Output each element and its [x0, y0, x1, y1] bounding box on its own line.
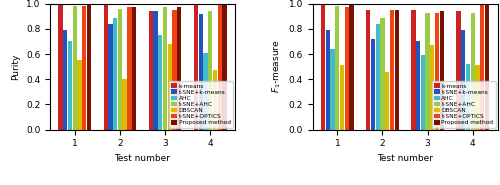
- Bar: [218, 4, 222, 129]
- Y-axis label: $F_1$-measure: $F_1$-measure: [270, 40, 283, 93]
- Bar: [376, 24, 380, 130]
- Bar: [63, 30, 68, 130]
- Bar: [68, 41, 72, 130]
- Bar: [108, 24, 112, 130]
- Bar: [72, 6, 77, 129]
- Bar: [366, 10, 370, 129]
- Bar: [435, 13, 439, 130]
- Bar: [340, 65, 344, 130]
- Bar: [194, 4, 198, 129]
- Bar: [78, 60, 82, 130]
- Bar: [213, 70, 217, 130]
- Y-axis label: Purity: Purity: [12, 53, 20, 80]
- Bar: [58, 4, 62, 129]
- Bar: [154, 11, 158, 130]
- Bar: [480, 4, 484, 129]
- Bar: [113, 18, 117, 130]
- Bar: [470, 13, 475, 130]
- Bar: [204, 53, 208, 130]
- Bar: [466, 64, 470, 130]
- Bar: [168, 44, 172, 130]
- Bar: [461, 30, 466, 130]
- Bar: [172, 10, 176, 129]
- Bar: [330, 49, 334, 130]
- Bar: [321, 4, 326, 129]
- Bar: [132, 7, 136, 129]
- Bar: [416, 41, 420, 130]
- Bar: [394, 10, 399, 129]
- Bar: [380, 18, 384, 130]
- Bar: [456, 11, 460, 130]
- Bar: [198, 14, 203, 130]
- Bar: [118, 9, 122, 129]
- Bar: [430, 45, 434, 130]
- Bar: [122, 79, 127, 130]
- Bar: [485, 4, 489, 129]
- Bar: [87, 5, 91, 129]
- Bar: [127, 7, 132, 129]
- Bar: [177, 7, 182, 129]
- Bar: [426, 13, 430, 130]
- Legend: k-means, t-SNE+k-means, AHC, t-SNE+AHC, DBSCAN, t-SNE+OPTICS, Proposed method: k-means, t-SNE+k-means, AHC, t-SNE+AHC, …: [432, 81, 496, 128]
- Bar: [326, 30, 330, 130]
- X-axis label: Test number: Test number: [377, 154, 433, 163]
- Bar: [350, 5, 354, 129]
- Legend: k-means, t-SNE+k-means, AHC, t-SNE+AHC, DBSCAN, t-SNE+OPTICS, Proposed method: k-means, t-SNE+k-means, AHC, t-SNE+AHC, …: [169, 81, 233, 128]
- Bar: [476, 65, 480, 130]
- Bar: [82, 6, 86, 129]
- Bar: [390, 10, 394, 129]
- Bar: [104, 4, 108, 129]
- Bar: [420, 55, 425, 130]
- Bar: [335, 6, 340, 129]
- Bar: [371, 39, 375, 130]
- Bar: [148, 11, 153, 130]
- X-axis label: Test number: Test number: [114, 154, 170, 163]
- Bar: [385, 72, 390, 130]
- Bar: [222, 4, 226, 129]
- Bar: [412, 10, 416, 129]
- Bar: [163, 7, 167, 129]
- Bar: [344, 7, 349, 129]
- Bar: [158, 35, 162, 130]
- Bar: [440, 11, 444, 130]
- Bar: [208, 11, 212, 130]
